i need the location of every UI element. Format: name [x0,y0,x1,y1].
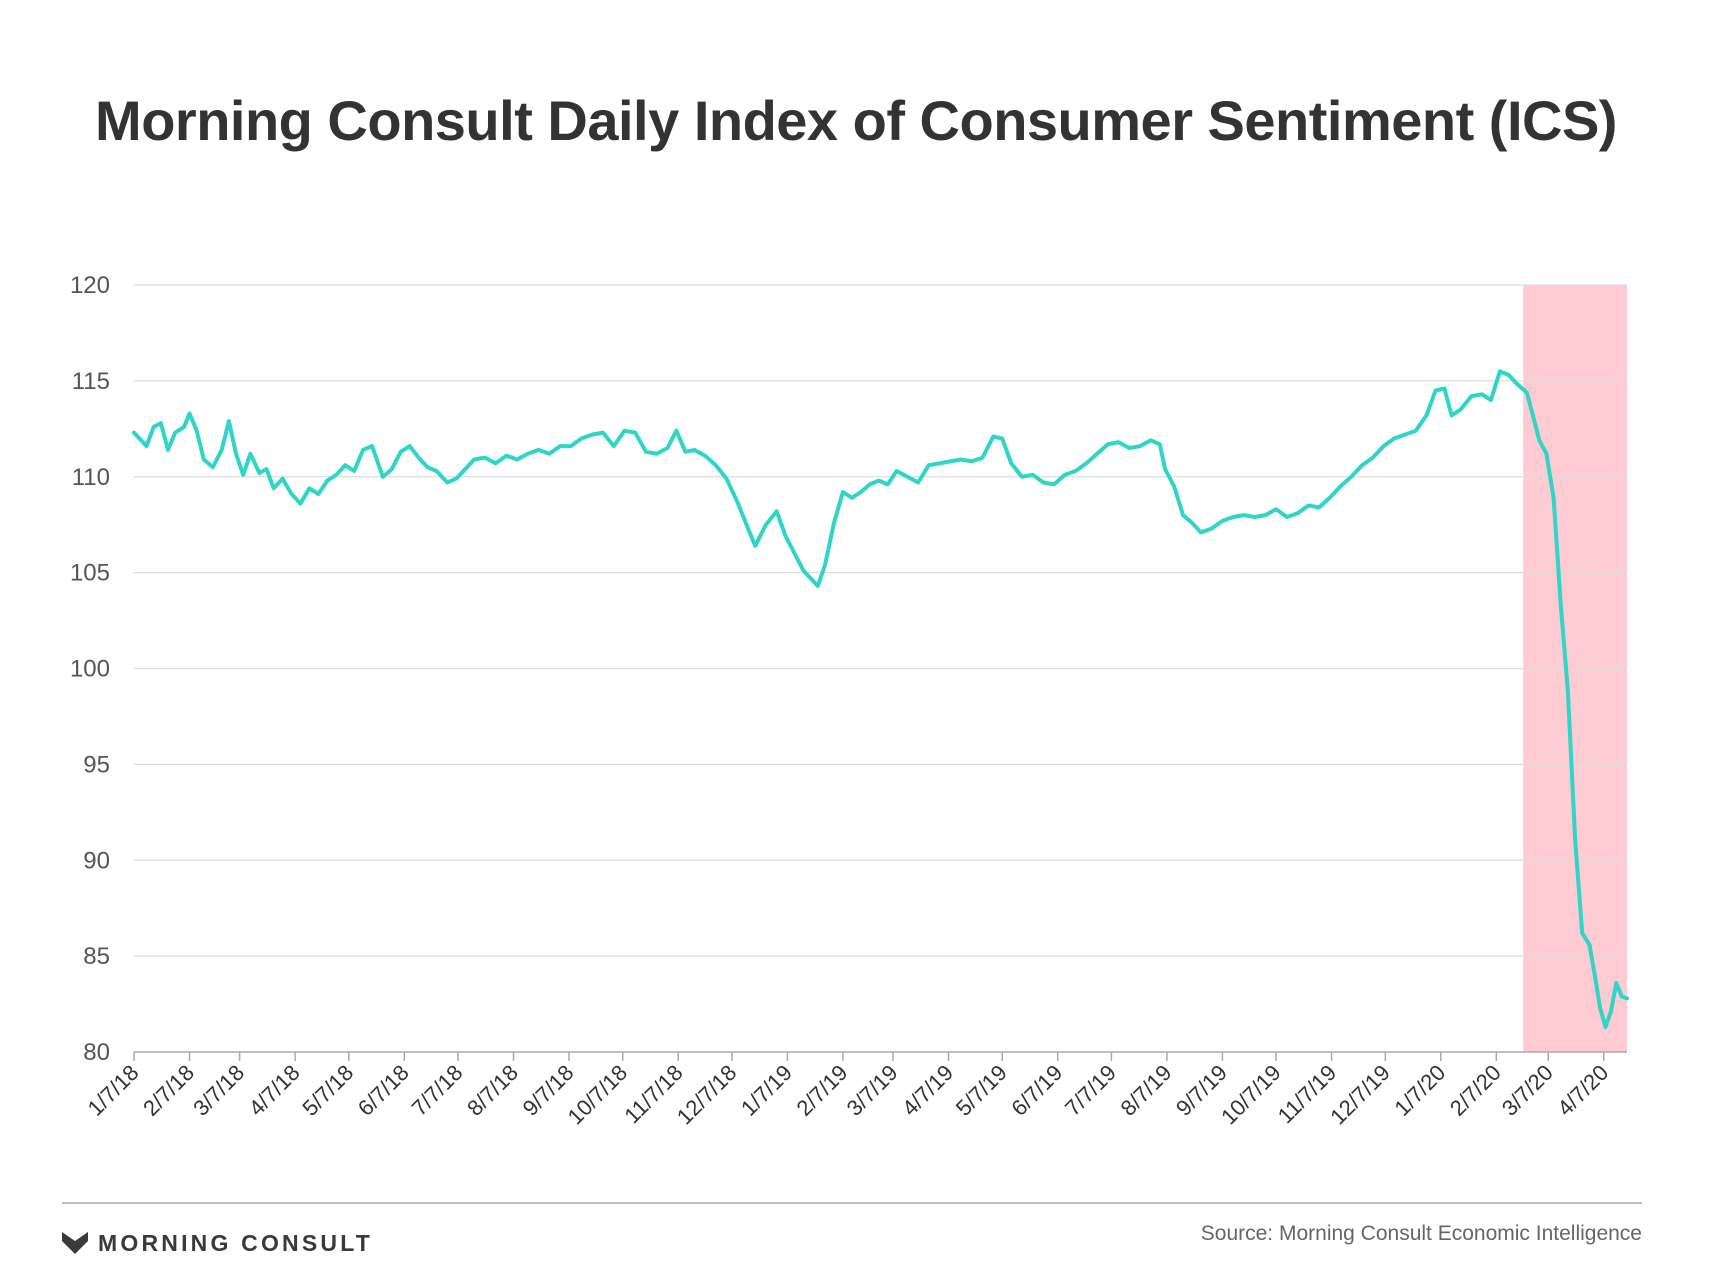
x-tick-label: 8/7/19 [1116,1060,1177,1121]
x-tick-label: 3/7/20 [1497,1060,1558,1121]
x-tick-label: 2/7/19 [792,1060,853,1121]
y-tick-label: 120 [70,272,110,299]
x-tick-label: 3/7/18 [188,1060,249,1121]
series-line-ics [132,369,1629,1030]
x-tick-label: 2/7/18 [138,1060,199,1121]
chart-title: Morning Consult Daily Index of Consumer … [95,89,1617,152]
x-tick-label: 12/7/18 [672,1060,742,1130]
x-tick-label: 4/7/19 [897,1060,958,1121]
x-tick-label: 6/7/19 [1006,1060,1067,1121]
x-tick-label: 7/7/18 [407,1060,468,1121]
x-tick-label: 6/7/18 [353,1060,414,1121]
footer-divider [62,1202,1642,1204]
x-tick-label: 10/7/18 [563,1060,633,1130]
x-tick-label: 5/7/19 [951,1060,1012,1121]
x-axis: 1/7/182/7/183/7/184/7/185/7/186/7/187/7/… [83,1052,1613,1130]
y-tick-label: 90 [83,847,110,874]
x-tick-label: 1/7/19 [736,1060,797,1121]
y-tick-label: 95 [83,751,110,778]
x-tick-label: 1/7/20 [1389,1060,1450,1121]
y-tick-label: 100 [70,656,110,683]
x-tick-label: 4/7/18 [244,1060,305,1121]
y-tick-label: 115 [72,368,110,395]
x-tick-label: 7/7/19 [1060,1060,1121,1121]
source-note: Source: Morning Consult Economic Intelli… [1200,1222,1642,1245]
x-tick-label: 2/7/20 [1445,1060,1506,1121]
y-tick-label: 85 [83,943,110,970]
x-tick-label: 5/7/18 [297,1060,358,1121]
y-tick-label: 80 [83,1039,110,1066]
brand-name: MORNING CONSULT [98,1229,374,1256]
grid-layer: 80 85 90 95 100 105 110 115 120 [70,272,1627,1066]
x-tick-label: 3/7/19 [842,1060,903,1121]
x-tick-label: 4/7/20 [1552,1060,1613,1121]
y-tick-label: 110 [72,464,110,491]
x-tick-label: 1/7/18 [83,1060,144,1121]
series-layer [132,369,1629,1030]
x-tick-label: 10/7/19 [1216,1060,1286,1130]
brand-logo: MORNING CONSULT [62,1229,374,1256]
x-tick-label: 12/7/19 [1325,1060,1395,1130]
x-tick-label: 8/7/18 [462,1060,523,1121]
morning-consult-m-icon [62,1232,88,1254]
y-tick-label: 105 [70,560,110,587]
